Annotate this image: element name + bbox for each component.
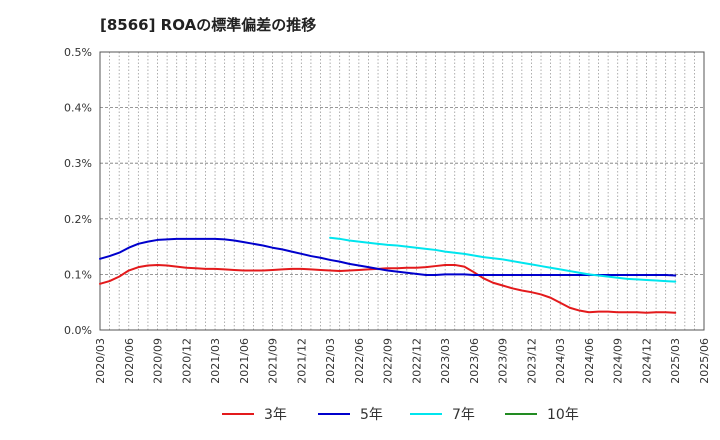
plot-area: [100, 52, 704, 330]
series-line-5年: [99, 237, 677, 277]
x-tick-label: 2022/12: [410, 338, 423, 384]
y-axis-tick-labels: 0.0% 0.1% 0.2% 0.3% 0.4% 0.5%: [64, 46, 92, 337]
series-line-7年: [329, 236, 677, 283]
horizontal-grid: [100, 107, 704, 275]
x-tick-label: 2025/06: [698, 338, 711, 384]
x-tick-label: 2024/12: [640, 338, 653, 384]
series-lines: [99, 236, 677, 314]
y-tick-label: 0.3%: [64, 157, 92, 170]
y-tick-label: 0.2%: [64, 213, 92, 226]
legend-label-3年: 3年: [264, 407, 287, 423]
x-tick-label: 2022/09: [382, 338, 395, 384]
x-tick-label: 2023/09: [497, 338, 510, 384]
x-tick-label: 2023/03: [439, 338, 452, 384]
y-tick-label: 0.0%: [64, 324, 92, 337]
y-tick-label: 0.4%: [64, 102, 92, 115]
plot-border: [99, 51, 705, 331]
x-tick-label: 2024/09: [612, 338, 625, 384]
x-tick-label: 2020/03: [94, 338, 107, 384]
x-tick-label: 2022/03: [324, 338, 337, 384]
legend-label-10年: 10年: [547, 407, 579, 423]
legend-label-5年: 5年: [360, 407, 383, 423]
x-tick-label: 2020/12: [180, 338, 193, 384]
series-line-3年: [99, 263, 677, 314]
legend-label-7年: 7年: [452, 407, 475, 423]
y-tick-label: 0.1%: [64, 268, 92, 281]
y-tick-label: 0.5%: [64, 46, 92, 59]
x-tick-label: 2020/09: [152, 338, 165, 384]
x-tick-label: 2024/06: [583, 338, 596, 384]
x-tick-label: 2020/06: [123, 338, 136, 384]
x-tick-label: 2022/06: [353, 338, 366, 384]
x-tick-label: 2023/12: [525, 338, 538, 384]
vertical-grid: [109, 52, 695, 330]
x-tick-label: 2021/03: [209, 338, 222, 384]
chart-title: [8566] ROAの標準偏差の推移: [100, 16, 317, 34]
x-tick-label: 2021/06: [238, 338, 251, 384]
legend: 3年 5年 7年 10年: [222, 407, 579, 423]
x-tick-label: 2023/06: [468, 338, 481, 384]
x-tick-label: 2021/12: [295, 338, 308, 384]
x-axis-tick-labels: 2020/03 2020/06 2020/09 2020/12 2021/03 2021/…: [94, 338, 711, 384]
x-tick-label: 2024/03: [554, 338, 567, 384]
x-tick-label: 2021/09: [267, 338, 280, 384]
x-tick-label: 2025/03: [669, 338, 682, 384]
